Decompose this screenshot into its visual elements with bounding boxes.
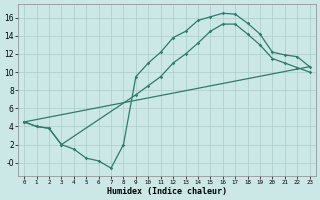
X-axis label: Humidex (Indice chaleur): Humidex (Indice chaleur) [107,187,227,196]
